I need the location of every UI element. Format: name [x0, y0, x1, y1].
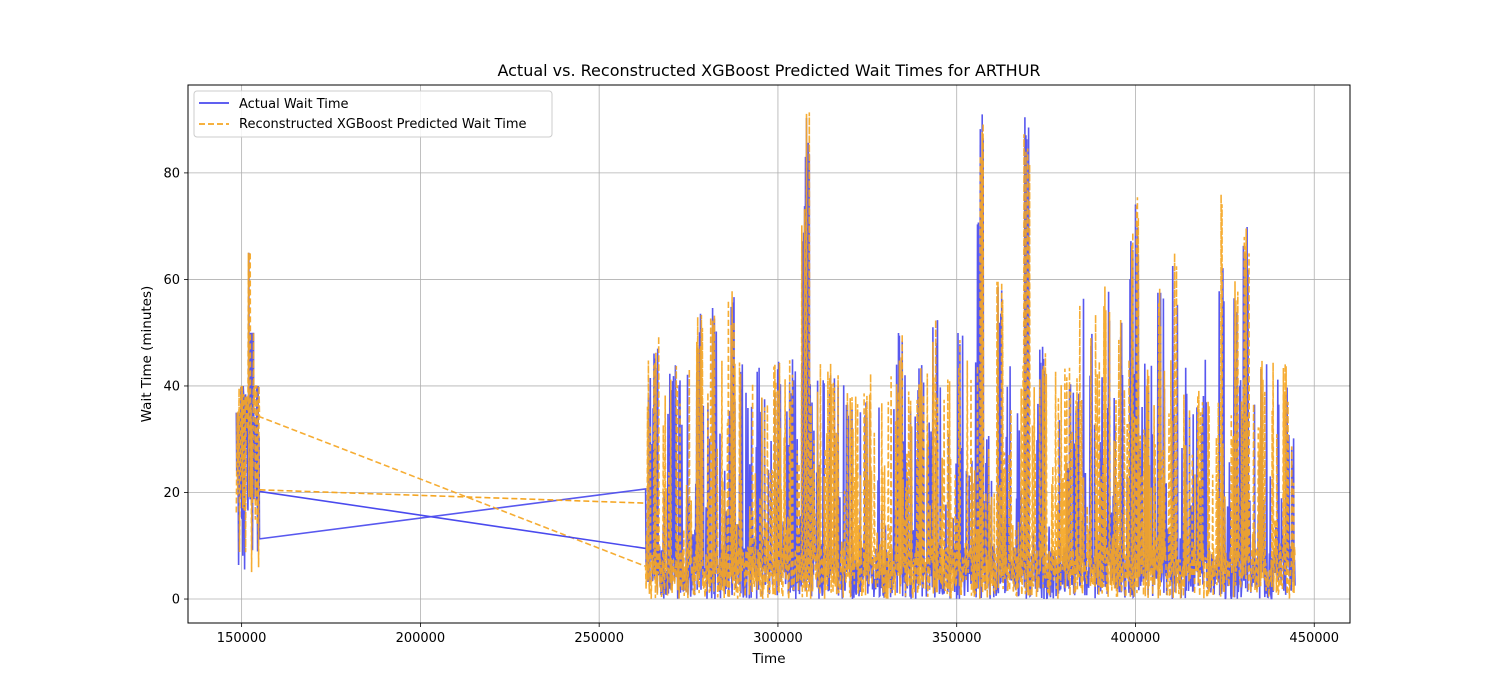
y-tick-label: 0: [172, 593, 180, 608]
legend-box: [193, 90, 553, 138]
series-line-predicted: [235, 112, 1296, 600]
gap-segment-0: [259, 490, 646, 550]
x-tick-label: 150000: [217, 631, 267, 646]
x-tick-label: 200000: [396, 631, 446, 646]
y-tick-label: 20: [163, 486, 180, 501]
y-tick-label: 80: [163, 166, 180, 181]
gap-segment-1: [259, 489, 646, 504]
legend-label-actual: Actual Wait Time: [239, 97, 349, 112]
x-tick-label: 350000: [932, 631, 982, 646]
axis-ticks: 150000 200000 250000 300000 350000 400000 4500…: [163, 166, 1339, 646]
x-axis-label: Time: [751, 651, 785, 667]
y-tick-label: 60: [163, 273, 180, 288]
grid: [188, 85, 1350, 623]
legend-label-predicted: Reconstructed XGBoost Predicted Wait Tim…: [239, 117, 526, 132]
chart-title: Actual vs. Reconstructed XGBoost Predict…: [497, 61, 1040, 80]
x-tick-label: 250000: [574, 631, 624, 646]
y-tick-label: 40: [163, 379, 180, 394]
legend: Actual Wait Time Reconstructed XGBoost P…: [193, 90, 553, 138]
x-tick-label: 300000: [753, 631, 803, 646]
y-axis-label: Wait Time (minutes): [139, 286, 155, 423]
plot-frame: [187, 84, 1351, 624]
data-lines: [235, 112, 1296, 600]
x-tick-label: 400000: [1111, 631, 1161, 646]
x-tick-label: 450000: [1289, 631, 1339, 646]
